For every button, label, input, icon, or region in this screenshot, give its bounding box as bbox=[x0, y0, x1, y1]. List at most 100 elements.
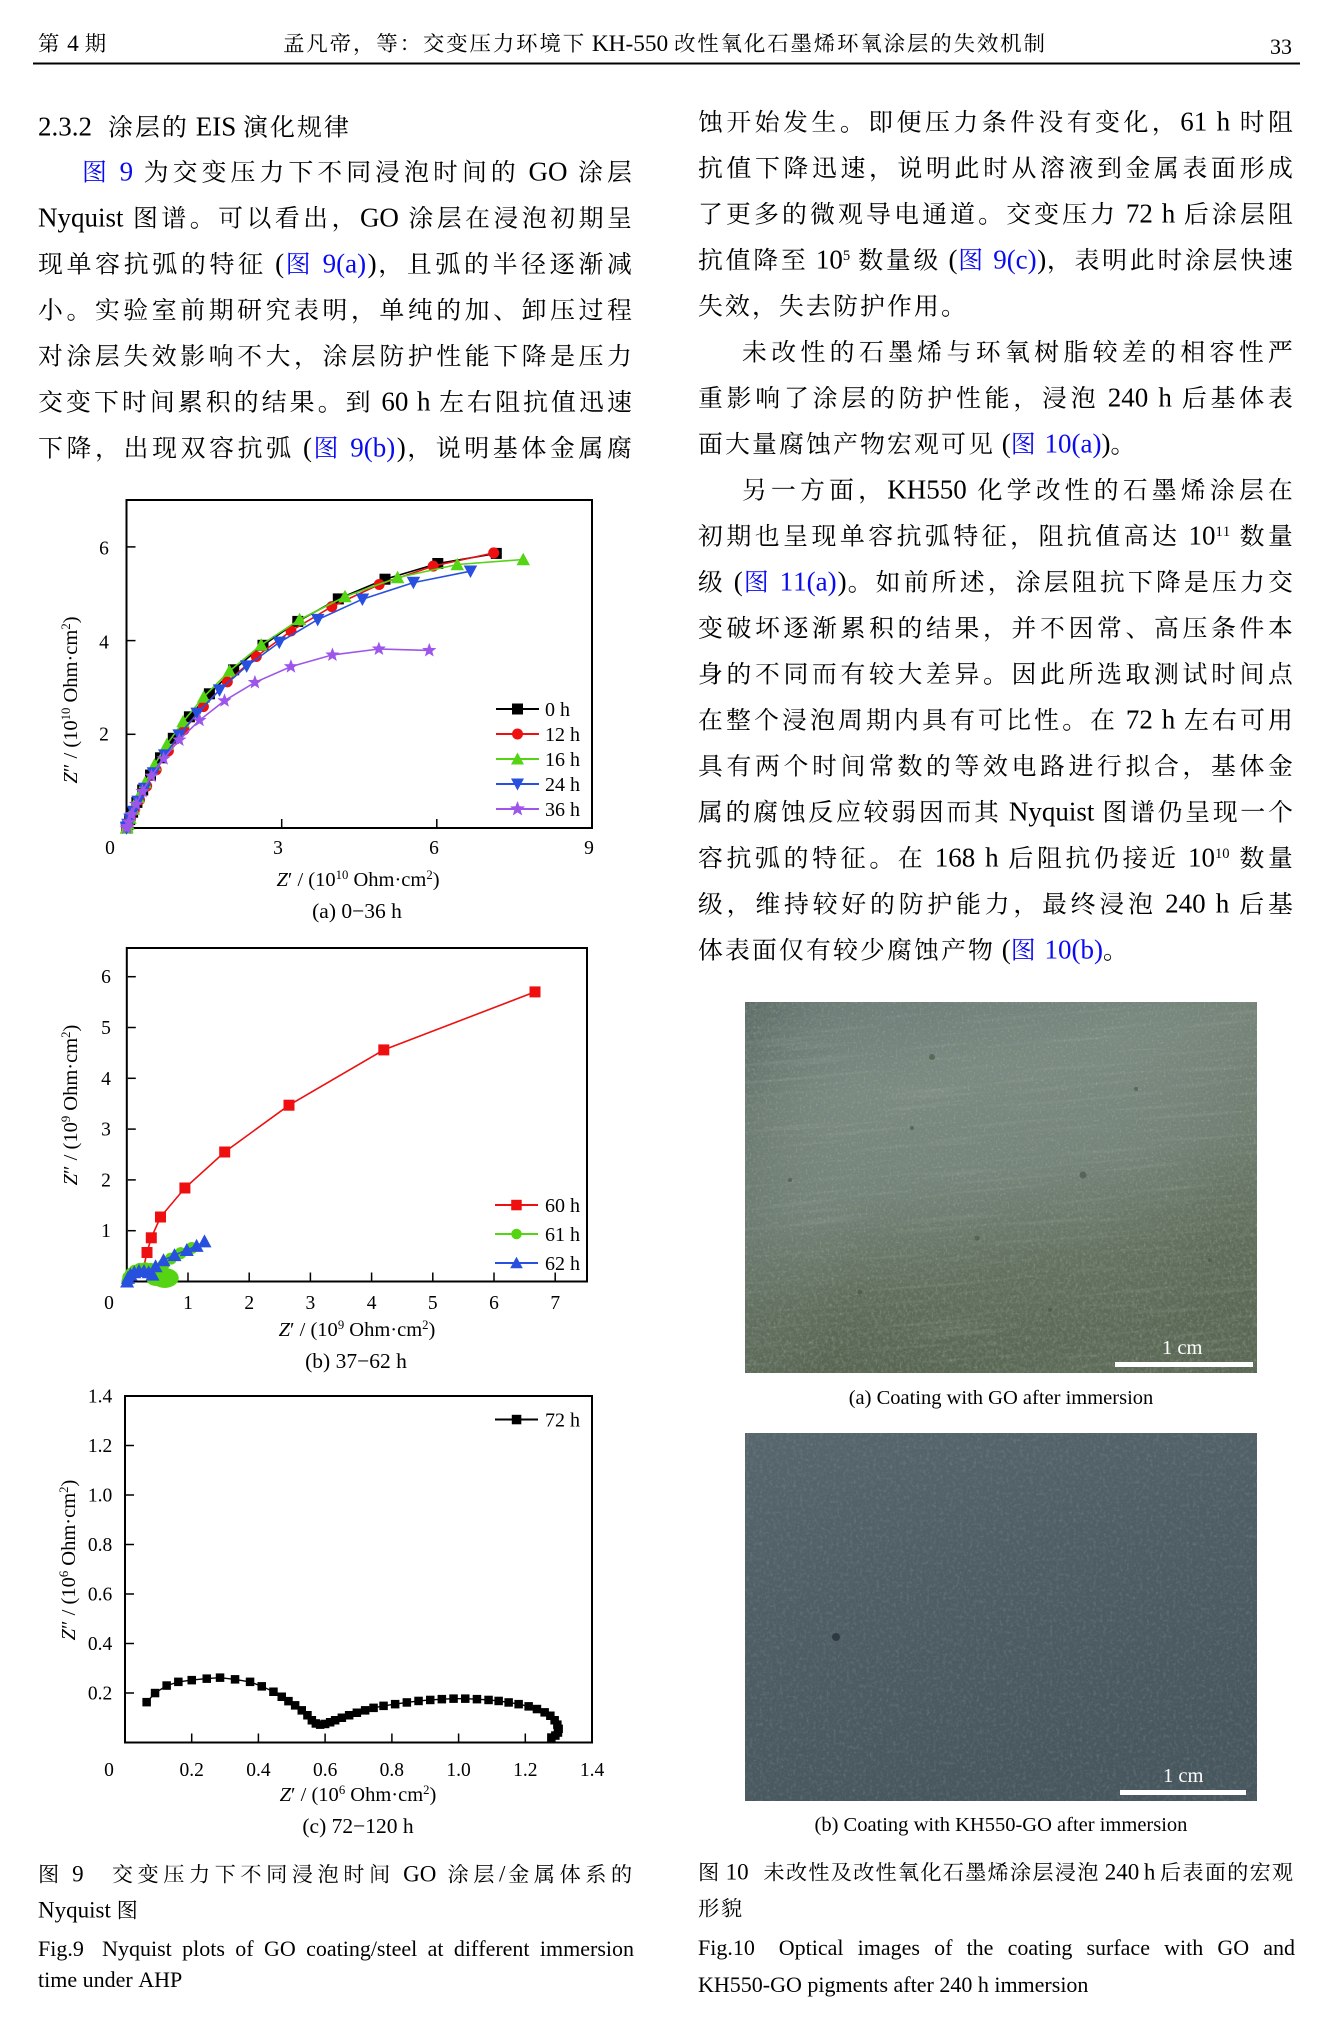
svg-text:of: of bbox=[235, 1936, 254, 1961]
svg-text:5: 5 bbox=[843, 248, 850, 264]
svg-text:(: ( bbox=[949, 245, 958, 275]
svg-text:Optical: Optical bbox=[779, 1935, 844, 1960]
svg-text:1.2: 1.2 bbox=[513, 1760, 537, 1781]
svg-text:9: 9 bbox=[72, 1862, 84, 1887]
svg-text:KH550-GO: KH550-GO bbox=[698, 1972, 802, 1997]
svg-text:h: h bbox=[1217, 107, 1231, 137]
svg-text:with: with bbox=[947, 1387, 983, 1409]
svg-text:0: 0 bbox=[104, 1760, 114, 1781]
svg-text:10(b): 10(b) bbox=[1044, 935, 1102, 965]
svg-text:11: 11 bbox=[1216, 524, 1231, 540]
svg-text:h: h bbox=[1162, 705, 1176, 735]
svg-text:Nyquist: Nyquist bbox=[102, 1936, 172, 1961]
svg-text:different: different bbox=[454, 1936, 530, 1961]
svg-text:(: ( bbox=[734, 567, 743, 597]
svg-text:1.4: 1.4 bbox=[88, 1387, 113, 1408]
svg-text:(: ( bbox=[275, 249, 284, 279]
svg-text:(b) 37−62 h: (b) 37−62 h bbox=[305, 1349, 407, 1373]
svg-text:4: 4 bbox=[99, 633, 109, 654]
svg-text:pigments: pigments bbox=[807, 1972, 888, 1997]
svg-text:0.8: 0.8 bbox=[88, 1535, 112, 1556]
svg-text:immersion: immersion bbox=[1066, 1387, 1154, 1409]
svg-text:Nyquist: Nyquist bbox=[1009, 797, 1095, 827]
svg-text:with: with bbox=[914, 1814, 950, 1836]
svg-text:Coating: Coating bbox=[877, 1387, 942, 1409]
svg-text:surface: surface bbox=[1086, 1935, 1150, 1960]
svg-text:6: 6 bbox=[489, 1293, 499, 1314]
svg-text:after: after bbox=[1057, 1814, 1095, 1836]
svg-text:240: 240 bbox=[939, 1972, 972, 1997]
svg-text:2: 2 bbox=[99, 725, 109, 746]
svg-text:6: 6 bbox=[99, 539, 109, 560]
svg-text:at: at bbox=[428, 1936, 444, 1961]
svg-text:10: 10 bbox=[816, 245, 843, 275]
svg-text:1 cm: 1 cm bbox=[1163, 1765, 1203, 1787]
svg-text:the: the bbox=[967, 1935, 994, 1960]
svg-text:60 h: 60 h bbox=[545, 1195, 580, 1217]
svg-text:h: h bbox=[978, 1972, 989, 1997]
svg-text:0.2: 0.2 bbox=[88, 1684, 112, 1705]
svg-text:1.2: 1.2 bbox=[88, 1436, 112, 1457]
svg-text:Fig.10: Fig.10 bbox=[698, 1935, 755, 1960]
svg-text:2: 2 bbox=[244, 1293, 254, 1314]
svg-text:10: 10 bbox=[1189, 521, 1216, 551]
svg-text:0.4: 0.4 bbox=[246, 1760, 271, 1781]
svg-text:KH550-GO: KH550-GO bbox=[955, 1814, 1052, 1836]
svg-text:Z″ / (106 Ohm·cm2): Z″ / (106 Ohm·cm2) bbox=[57, 1480, 80, 1641]
svg-text:/: / bbox=[499, 1862, 506, 1887]
svg-text:Z″ / (109 Ohm·cm2): Z″ / (109 Ohm·cm2) bbox=[59, 1025, 82, 1186]
svg-text:of: of bbox=[934, 1935, 953, 1960]
svg-text:): ) bbox=[397, 433, 406, 463]
svg-text:72 h: 72 h bbox=[545, 1410, 580, 1432]
svg-text:(a) 0−36 h: (a) 0−36 h bbox=[312, 899, 402, 923]
svg-text:1: 1 bbox=[101, 1221, 111, 1242]
svg-text:0.4: 0.4 bbox=[88, 1634, 113, 1655]
svg-text:0.6: 0.6 bbox=[88, 1585, 113, 1606]
svg-text:GO: GO bbox=[403, 1862, 436, 1887]
svg-text:9(b): 9(b) bbox=[350, 433, 395, 463]
svg-text:168: 168 bbox=[935, 843, 976, 873]
svg-text:33: 33 bbox=[1270, 34, 1292, 59]
svg-text:(b): (b) bbox=[815, 1814, 839, 1836]
svg-text:GO: GO bbox=[988, 1387, 1018, 1409]
svg-text:5: 5 bbox=[428, 1293, 438, 1314]
svg-text:immersion: immersion bbox=[540, 1936, 634, 1961]
svg-text:10: 10 bbox=[726, 1860, 749, 1885]
svg-text:h: h bbox=[417, 387, 431, 417]
svg-text:9(c): 9(c) bbox=[993, 245, 1036, 275]
svg-text:GO: GO bbox=[264, 1936, 296, 1961]
svg-text:Z′ / (106 Ohm·cm2): Z′ / (106 Ohm·cm2) bbox=[280, 1783, 437, 1806]
svg-text:0: 0 bbox=[105, 838, 115, 859]
svg-text:62 h: 62 h bbox=[545, 1253, 580, 1275]
svg-text:60: 60 bbox=[381, 387, 408, 417]
svg-text:1.4: 1.4 bbox=[580, 1760, 605, 1781]
svg-text:AHP: AHP bbox=[138, 1967, 182, 1992]
svg-text:): ) bbox=[1037, 245, 1046, 275]
svg-text:4: 4 bbox=[367, 1293, 377, 1314]
svg-text:Nyquist: Nyquist bbox=[38, 1898, 111, 1923]
svg-text:16 h: 16 h bbox=[545, 749, 580, 771]
svg-text:Coating: Coating bbox=[844, 1814, 909, 1836]
svg-text:10(a): 10(a) bbox=[1044, 429, 1101, 459]
svg-text:240: 240 bbox=[1108, 383, 1149, 413]
svg-text:under: under bbox=[83, 1967, 134, 1992]
svg-text:5: 5 bbox=[101, 1018, 111, 1039]
svg-text:12 h: 12 h bbox=[545, 724, 580, 746]
svg-text:Z′ / (109 Ohm·cm2): Z′ / (109 Ohm·cm2) bbox=[279, 1318, 436, 1341]
svg-text:0.2: 0.2 bbox=[180, 1760, 204, 1781]
svg-text:with: with bbox=[1164, 1935, 1203, 1960]
svg-text:(: ( bbox=[1002, 429, 1011, 459]
svg-text:(c) 72−120 h: (c) 72−120 h bbox=[302, 1814, 413, 1838]
svg-text:3: 3 bbox=[273, 838, 283, 859]
svg-text:): ) bbox=[838, 567, 847, 597]
svg-text:3: 3 bbox=[101, 1120, 111, 1141]
svg-text:9: 9 bbox=[120, 157, 134, 187]
svg-text:Z′ / (1010 Ohm·cm2): Z′ / (1010 Ohm·cm2) bbox=[276, 868, 439, 891]
svg-text:h: h bbox=[1162, 199, 1176, 229]
svg-text:36 h: 36 h bbox=[545, 799, 580, 821]
svg-text:(: ( bbox=[303, 433, 312, 463]
svg-text:1 cm: 1 cm bbox=[1162, 1337, 1202, 1359]
svg-text:9(a): 9(a) bbox=[323, 249, 366, 279]
svg-text:Fig.9: Fig.9 bbox=[38, 1936, 84, 1961]
svg-text:0.8: 0.8 bbox=[380, 1760, 404, 1781]
